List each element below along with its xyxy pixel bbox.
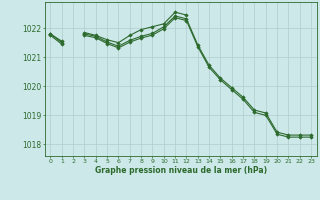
X-axis label: Graphe pression niveau de la mer (hPa): Graphe pression niveau de la mer (hPa) <box>95 166 267 175</box>
